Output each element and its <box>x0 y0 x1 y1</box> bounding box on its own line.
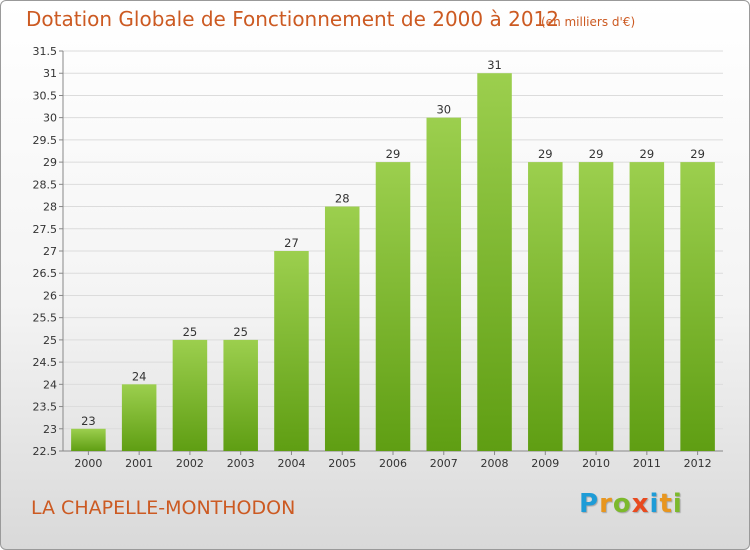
y-tick-label: 22.5 <box>33 445 58 458</box>
data-label-2002: 25 <box>183 325 198 339</box>
axes: 22.5 23 23.5 24 24.5 25 25.5 26 26.5 27 27.5 28 28.5… <box>33 45 723 470</box>
chart-title: Dotation Globale de Fonctionnement de 20… <box>26 7 559 31</box>
bar-2009 <box>528 162 563 451</box>
bar-2000 <box>71 428 106 451</box>
y-tick-label: 25 <box>43 334 57 347</box>
x-tick-label: 2000 <box>74 457 102 470</box>
logo-letter: o <box>612 489 632 519</box>
x-tick-label: 2010 <box>582 457 610 470</box>
y-tick-label: 30.5 <box>33 89 58 102</box>
y-tick-label: 27.5 <box>33 223 58 236</box>
logo-letter: t <box>659 489 673 519</box>
logo-letter: r <box>599 489 613 519</box>
bar-2004 <box>274 251 309 451</box>
y-tick-label: 27 <box>43 245 57 258</box>
data-label-2001: 24 <box>132 369 147 383</box>
x-tick-label: 2007 <box>430 457 458 470</box>
y-tick-label: 29.5 <box>33 134 58 147</box>
bar-2007 <box>426 117 462 452</box>
x-tick-label: 2004 <box>277 457 305 470</box>
logo-letter: P <box>579 489 600 519</box>
x-tick-label: 2002 <box>176 457 204 470</box>
data-label-2010: 29 <box>589 147 604 161</box>
y-tick-label: 26 <box>43 289 57 302</box>
proxiti-logo: Proxiti <box>579 489 683 519</box>
bar-2006 <box>375 162 411 451</box>
logo-letter: i <box>649 489 660 519</box>
bar-2011 <box>629 162 665 451</box>
logo-letter: i <box>672 489 683 519</box>
y-tick-label: 29 <box>43 156 57 169</box>
y-tick-label: 31 <box>43 67 57 80</box>
data-label-2004: 27 <box>284 236 299 250</box>
x-tick-label: 2008 <box>481 457 509 470</box>
y-tick-label: 23.5 <box>33 401 58 414</box>
bars <box>71 73 715 452</box>
bar-2012 <box>680 162 715 451</box>
data-label-2006: 29 <box>386 147 401 161</box>
data-label-2009: 29 <box>538 147 553 161</box>
logo-letter: x <box>631 489 650 519</box>
bar-2010 <box>578 162 614 451</box>
data-label-2012: 29 <box>690 147 705 161</box>
chart-subtitle: (en milliers d'€) <box>541 15 636 29</box>
y-tick-label: 31.5 <box>33 45 58 58</box>
bar-2003 <box>223 339 258 451</box>
x-tick-label: 2003 <box>227 457 255 470</box>
y-tick-label: 26.5 <box>33 267 58 280</box>
data-label-2008: 31 <box>487 58 502 72</box>
y-tick-label: 25.5 <box>33 312 58 325</box>
y-tick-label: 28.5 <box>33 178 58 191</box>
data-label-2005: 28 <box>335 192 350 206</box>
bar-2008 <box>477 73 512 451</box>
data-label-2000: 23 <box>81 414 96 428</box>
y-tick-label: 23 <box>43 423 57 436</box>
x-tick-label: 2012 <box>684 457 712 470</box>
bar-2005 <box>324 206 360 451</box>
x-tick-label: 2005 <box>328 457 356 470</box>
y-tick-label: 24.5 <box>33 356 58 369</box>
x-tick-label: 2009 <box>531 457 559 470</box>
x-tick-label: 2011 <box>633 457 661 470</box>
y-tick-label: 28 <box>43 201 57 214</box>
data-label-2011: 29 <box>640 147 655 161</box>
data-label-2003: 25 <box>233 325 248 339</box>
commune-name: LA CHAPELLE-MONTHODON <box>31 497 296 519</box>
x-tick-label: 2006 <box>379 457 407 470</box>
bar-2002 <box>172 339 208 451</box>
y-tick-label: 24 <box>43 378 57 391</box>
data-label-2007: 30 <box>436 103 451 117</box>
bar-2001 <box>121 384 157 451</box>
x-tick-label: 2001 <box>125 457 153 470</box>
labels: 23 24 25 25 27 28 29 30 31 29 29 29 29 <box>81 58 705 428</box>
y-tick-label: 30 <box>43 112 57 125</box>
